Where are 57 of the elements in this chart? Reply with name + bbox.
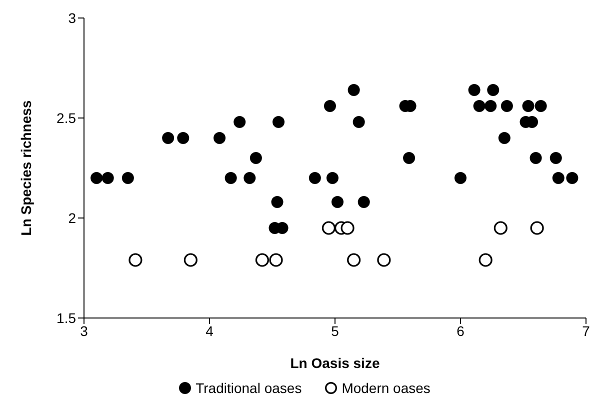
point [377,253,391,267]
point [244,172,256,184]
x-axis-title: Ln Oasis size [290,355,380,371]
point [550,152,562,164]
x-tick-label: 7 [582,322,590,339]
y-tick-label: 1.5 [56,310,76,326]
y-tick-label: 3 [68,10,76,26]
point [552,172,564,184]
y-tick-label: 2 [68,210,76,226]
point [403,152,416,164]
point [184,253,198,267]
point [322,221,336,235]
point [468,84,480,96]
point [128,253,142,267]
point [177,132,190,144]
y-tick-label: 2.5 [56,110,76,126]
point [566,172,578,184]
point [234,116,246,128]
point [347,253,361,267]
point [324,100,336,112]
point [358,196,370,208]
point [271,196,284,208]
point [332,196,344,208]
point [530,221,544,235]
point [272,116,285,128]
x-tick-label: 4 [206,322,214,339]
point [102,172,114,184]
point [478,253,492,267]
point [224,172,237,184]
point [494,221,508,235]
point [530,152,542,164]
x-tick-label: 5 [331,322,340,339]
point [162,132,174,144]
point [348,84,360,96]
point [269,253,283,267]
point [122,172,134,184]
point [352,116,365,128]
point [473,100,486,112]
point [308,172,321,184]
legend-label: Traditional oases [194,380,302,396]
point [90,172,103,184]
point [522,100,534,112]
point [484,100,497,112]
point [340,221,354,235]
point [255,253,270,267]
x-tick-label: 6 [456,322,465,339]
point [214,132,226,144]
y-axis-title: Ln Species richness [18,100,34,236]
legend-label: Modern oases [340,380,430,396]
point [487,84,500,96]
x-tick-label: 3 [80,322,88,339]
point [500,100,513,112]
point [498,132,510,144]
point [454,172,466,184]
point [534,100,547,112]
point [326,172,338,184]
point [250,152,262,164]
